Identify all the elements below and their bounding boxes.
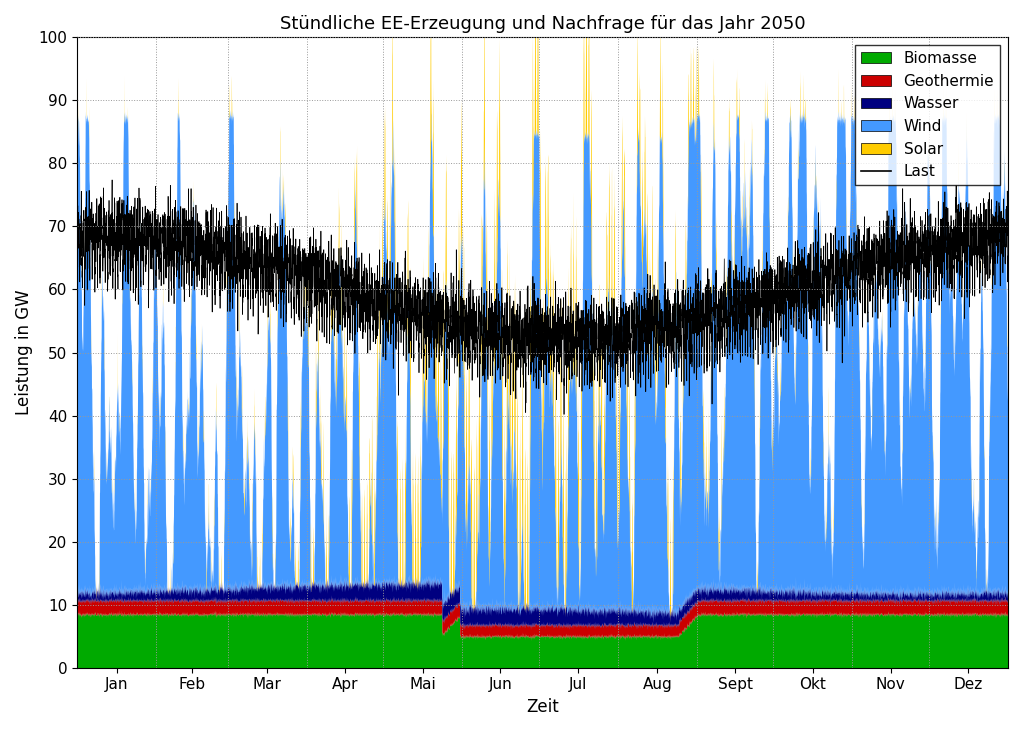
Title: Stündliche EE-Erzeugung und Nachfrage für das Jahr 2050: Stündliche EE-Erzeugung und Nachfrage fü… xyxy=(279,15,805,33)
Y-axis label: Leistung in GW: Leistung in GW xyxy=(15,289,33,415)
Legend: Biomasse, Geothermie, Wasser, Wind, Solar, Last: Biomasse, Geothermie, Wasser, Wind, Sola… xyxy=(855,45,1000,186)
X-axis label: Zeit: Zeit xyxy=(526,698,559,716)
